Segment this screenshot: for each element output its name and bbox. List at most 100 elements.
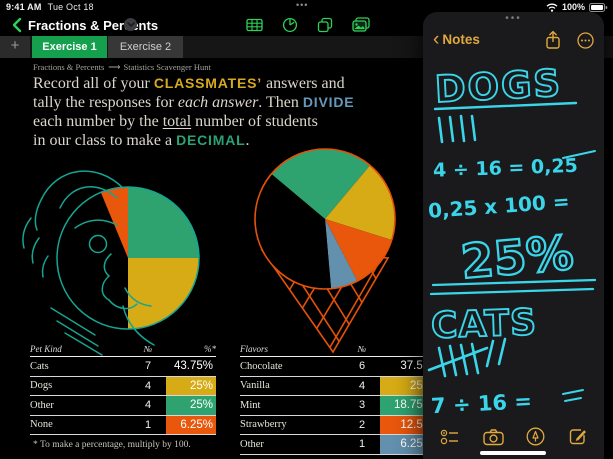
table-row: Other 1 6.25% [240,435,436,455]
camera-icon[interactable] [483,428,504,446]
notes-back-label: Notes [442,32,480,47]
pets-pie-chart [22,170,200,356]
pets-table: Pet Kind № %* Cats 7 43.75% Dogs 4 25% Other 4 25% N… [30,344,216,435]
compose-icon[interactable] [568,427,587,446]
table-row: None 1 6.25% [30,415,216,435]
table-row: Chocolate 6 37.5% [240,357,436,377]
instruction-text-segment: CLASSMATES’ [153,75,262,91]
add-sheet-button[interactable]: + [0,36,30,58]
tally-marks-dogs [437,114,477,144]
notes-back-button[interactable]: ‹ Notes [433,28,480,50]
instructions-text: Record all of your CLASSMATES’ answers a… [33,74,393,150]
row-count: 2 [358,418,366,431]
tally-marks-cats [427,337,507,378]
table-row: Cats 7 43.75% [30,357,216,377]
row-label: Dogs [30,380,53,392]
dog-doodle [22,170,155,356]
multitask-dots[interactable]: ••• [296,0,309,10]
panel-home-indicator[interactable] [480,451,546,455]
row-label: Other [240,438,264,450]
instruction-text-segment: DIVIDE [302,94,355,110]
breadcrumb-arrow-icon: ⟶ [108,62,120,72]
breadcrumb-left: Fractions & Percents [33,62,105,72]
row-count: 6 [358,360,366,373]
column-header: Pet Kind [30,344,62,354]
handwriting-canvas[interactable]: DOGS 4 ÷ 16 = 0,25 0,25 x 100 = 25% CATS… [423,58,604,418]
column-header: Flavors [240,344,268,354]
share-icon[interactable] [544,30,562,50]
more-options-icon[interactable] [577,32,594,49]
row-percent: 43.75% [173,360,213,373]
row-label: None [30,419,53,431]
table-icon[interactable] [246,17,263,33]
cone-doodle [260,249,390,354]
row-label: Chocolate [240,360,283,372]
row-percent: 25% [166,376,216,395]
flavors-table: Flavors№%Chocolate637.5%Vanilla425%Mint3… [240,344,436,455]
pie-slice [325,165,396,241]
column-header: %* [204,344,216,354]
status-bar: 9:41 AM Tue Oct 18 ••• 100% [0,0,613,14]
copy-icon[interactable] [317,17,333,33]
handwritten-cats: CATS [430,302,537,347]
row-count: 1 [144,418,152,431]
row-count: 1 [358,438,366,451]
instruction-text-segment: number of students [191,113,318,130]
notes-toolbar [429,427,598,446]
row-count: 4 [144,379,152,392]
back-chevron-icon: ‹ [433,28,440,50]
handwritten-eq3: 7 ÷ 16 = [430,389,532,418]
row-count: 7 [144,360,152,373]
row-percent: 25% [166,396,216,415]
instruction-text-segment: DECIMAL [176,132,246,148]
table-row: Vanilla 4 25% [240,376,436,396]
tab-exercise-2[interactable]: Exercise 2 [108,36,183,58]
back-icon[interactable] [12,17,22,33]
row-count: 4 [358,379,366,392]
pie-slice [100,187,128,258]
markup-icon[interactable] [526,427,545,446]
table-row: Dogs 4 25% [30,376,216,396]
pie-slice [271,148,370,219]
pie-slice [325,219,392,282]
pie-slice [255,174,332,289]
table-footnote: * To make a percentage, multiply by 100. [33,440,191,450]
checklist-icon[interactable] [440,428,460,446]
instruction-text-segment: answers and [261,75,345,92]
instruction-text-segment: . [245,132,250,149]
table-row: Mint 3 18.75% [240,396,436,416]
handwritten-eq1: 4 ÷ 16 = 0,25 [433,155,579,182]
instruction-text-segment: each number by the [33,113,163,130]
title-menu-button[interactable] [124,18,137,31]
pie-outline [254,148,396,290]
column-header: № [357,344,367,354]
row-label: Vanilla [240,380,270,392]
pie-chart-icon[interactable] [282,17,298,33]
instruction-text-segment: tally the responses for [33,94,178,111]
table-header: Pet Kind № %* [30,344,216,357]
pie-outline [56,186,200,330]
notes-slideover-panel: ••• ‹ Notes DOGS 4 ÷ 16 = 0,25 0,25 x 10… [423,12,604,459]
row-count: 4 [144,399,152,412]
wifi-icon [546,3,558,12]
row-label: Cats [30,360,49,372]
row-count: 3 [358,399,366,412]
handwritten-eq2: 0,25 x 100 = [427,189,570,223]
media-icon[interactable] [352,17,370,33]
tab-exercise-1[interactable]: Exercise 1 [32,36,107,58]
table-row: Strawberry 2 12.5% [240,415,436,435]
chevron-down-icon [126,22,135,27]
breadcrumb: Fractions & Percents ⟶ Statistics Scavenge… [33,62,211,73]
instruction-text-segment: total [162,113,192,130]
row-label: Mint [240,399,261,411]
document-title[interactable]: Fractions & Percents [28,18,159,33]
panel-drag-handle[interactable]: ••• [505,13,522,24]
battery-percent: 100% [561,2,585,12]
instruction-text-segment: Record all of your [33,75,154,92]
pie-slice [128,187,199,258]
status-date: Tue Oct 18 [47,2,94,12]
instruction-text-segment: each answer [177,94,259,111]
pie-slice [325,219,358,289]
instruction-text-segment: in our class to make a [33,132,177,149]
